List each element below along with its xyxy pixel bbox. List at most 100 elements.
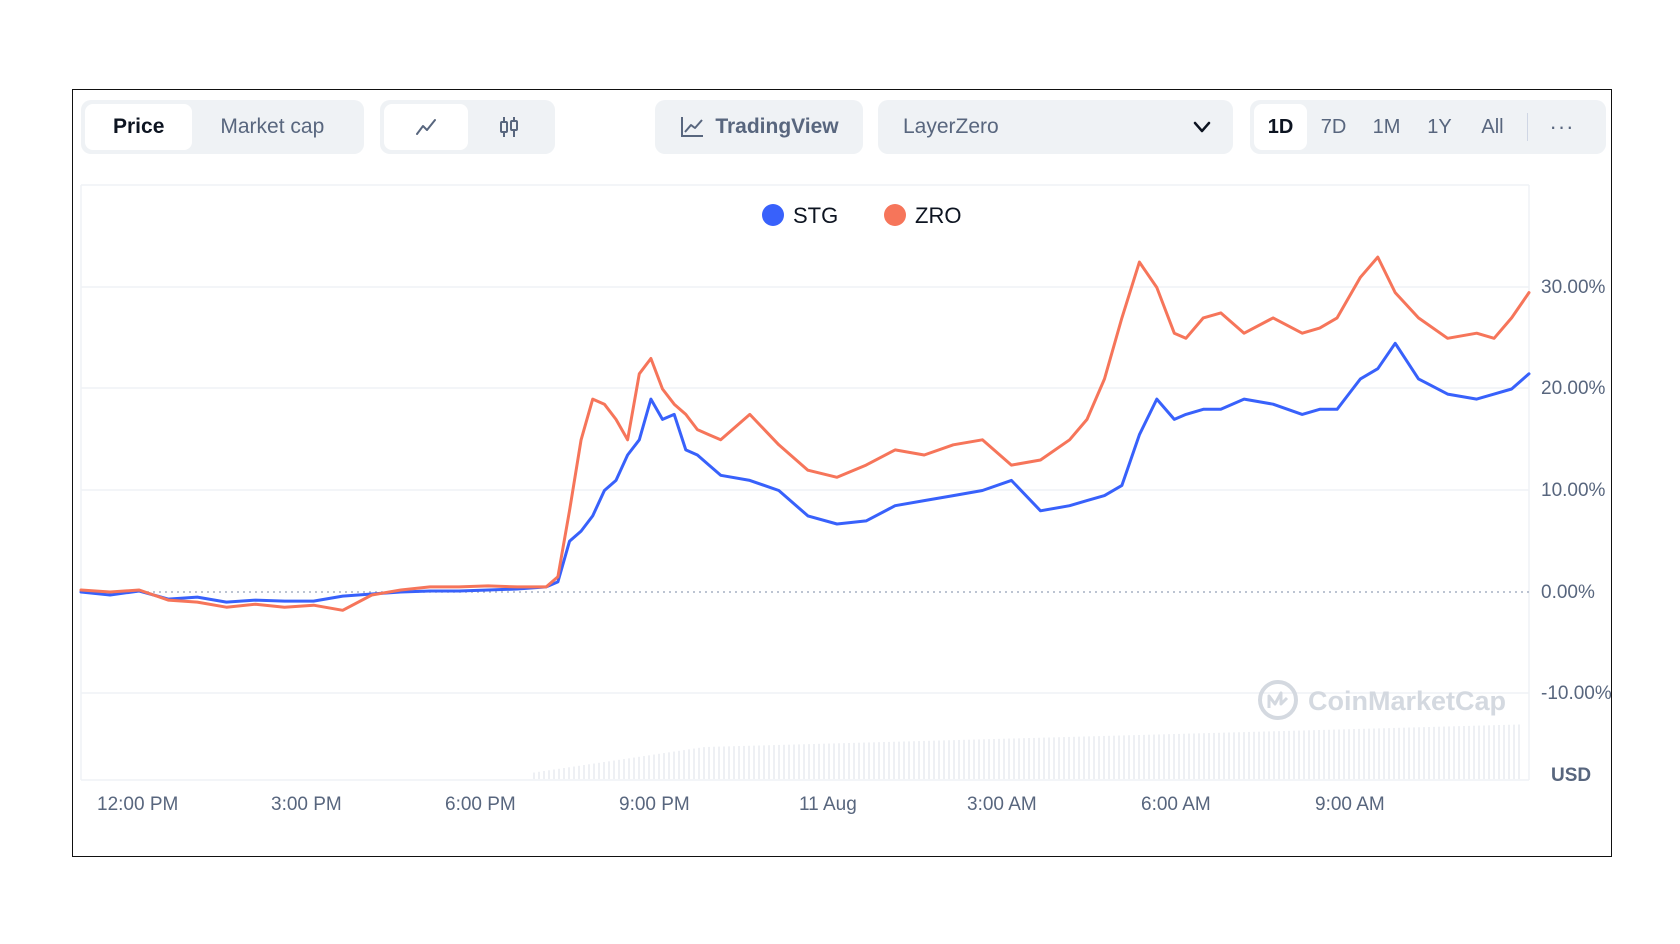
volume-bar	[868, 742, 870, 779]
volume-bar	[1148, 734, 1150, 779]
coin-select-value: LayerZero	[903, 115, 999, 138]
volume-bar	[688, 749, 690, 779]
volume-bar	[878, 742, 880, 779]
volume-bar	[723, 746, 725, 779]
volume-bar	[1263, 731, 1265, 779]
volume-bar	[998, 738, 1000, 779]
tradingview-label: TradingView	[715, 115, 839, 138]
volume-bar	[1088, 736, 1090, 779]
volume-bar	[1153, 734, 1155, 779]
volume-bar	[903, 741, 905, 779]
volume-bar	[583, 765, 585, 779]
volume-bar	[738, 746, 740, 779]
x-tick-label: 6:00 AM	[1141, 794, 1211, 815]
tradingview-button[interactable]: TradingView	[655, 100, 863, 154]
volume-bar	[533, 772, 535, 779]
volume-bar	[578, 765, 580, 779]
range-7d[interactable]: 7D	[1320, 115, 1347, 138]
volume-bar	[843, 743, 845, 779]
volume-bar	[943, 740, 945, 779]
volume-bar	[783, 744, 785, 779]
volume-bar	[978, 739, 980, 779]
x-tick-label: 6:00 PM	[445, 794, 516, 815]
volume-bar	[948, 740, 950, 779]
volume-bar	[1388, 728, 1390, 779]
volume-bar	[1448, 726, 1450, 779]
range-1m[interactable]: 1M	[1372, 115, 1401, 138]
volume-bar	[628, 758, 630, 779]
volume-bar	[1198, 733, 1200, 779]
candlestick-chart-button[interactable]	[468, 104, 552, 150]
volume-bar	[1323, 729, 1325, 779]
volume-bar	[898, 741, 900, 779]
volume-bar	[1213, 732, 1215, 779]
volume-bar	[828, 743, 830, 779]
volume-bar	[1248, 731, 1250, 779]
volume-bar	[793, 744, 795, 779]
chart-widget: Price Market cap	[72, 89, 1612, 857]
line-chart-button[interactable]	[384, 104, 468, 150]
y-tick-10: 10.00%	[1541, 480, 1606, 501]
volume-bar	[1233, 732, 1235, 779]
price-tab[interactable]: Price	[85, 104, 193, 150]
volume-bar	[838, 743, 840, 779]
volume-bar	[1108, 735, 1110, 779]
market-cap-tab[interactable]: Market cap	[220, 115, 325, 138]
chevron-down-icon	[1193, 121, 1211, 133]
volume-bar	[963, 739, 965, 779]
volume-bar	[653, 754, 655, 779]
series-line-zro	[79, 255, 1531, 612]
volume-bar	[718, 746, 720, 779]
volume-bar	[558, 768, 560, 779]
volume-bar	[1008, 738, 1010, 779]
y-tick-0: 0.00%	[1541, 582, 1595, 603]
volume-bar	[1053, 737, 1055, 779]
volume-bar	[668, 752, 670, 779]
tradingview-chart-icon	[681, 117, 704, 137]
volume-bar	[753, 745, 755, 779]
volume-bar	[1228, 732, 1230, 779]
volume-bar	[908, 741, 910, 779]
volume-bar	[1503, 724, 1505, 779]
volume-bar	[538, 771, 540, 779]
volume-bar	[1418, 727, 1420, 779]
volume-bar	[768, 745, 770, 779]
coin-compare-select[interactable]: LayerZero	[878, 100, 1233, 154]
volume-bar	[1368, 728, 1370, 779]
series-line-stg	[79, 341, 1531, 604]
volume-bar	[1163, 734, 1165, 779]
volume-bar	[763, 745, 765, 779]
y-tick-neg10: -10.00%	[1541, 683, 1611, 704]
volume-bar	[1063, 737, 1065, 779]
volume-bar	[643, 756, 645, 779]
volume-bar	[623, 759, 625, 779]
volume-bar	[1158, 734, 1160, 779]
volume-bar	[648, 755, 650, 779]
volume-bar	[968, 739, 970, 779]
more-options-button[interactable]: ···	[1549, 114, 1575, 139]
volume-bar	[683, 750, 685, 779]
volume-bar	[1178, 733, 1180, 779]
volume-bar	[888, 741, 890, 779]
range-all[interactable]: All	[1481, 115, 1504, 138]
volume-bar	[1003, 738, 1005, 779]
range-1d[interactable]: 1D	[1254, 104, 1307, 150]
range-1y[interactable]: 1Y	[1427, 115, 1452, 138]
candlestick-icon	[500, 117, 519, 137]
legend-label-stg: STG	[793, 203, 838, 228]
volume-bar	[813, 743, 815, 779]
volume-bar	[1033, 737, 1035, 779]
volume-bar	[1043, 737, 1045, 779]
legend-dot-zro	[884, 204, 906, 226]
volume-bar	[1378, 728, 1380, 779]
volume-bar	[1438, 726, 1440, 779]
volume-bar	[1073, 736, 1075, 779]
volume-bar	[608, 761, 610, 779]
volume-bar	[823, 743, 825, 779]
volume-bar	[1308, 730, 1310, 779]
chart-legend: STG ZRO	[762, 203, 961, 228]
volume-bar	[1478, 725, 1480, 779]
coinmarketcap-logo-icon	[1258, 680, 1298, 720]
volume-bar	[993, 739, 995, 779]
volume-bar	[658, 753, 660, 779]
